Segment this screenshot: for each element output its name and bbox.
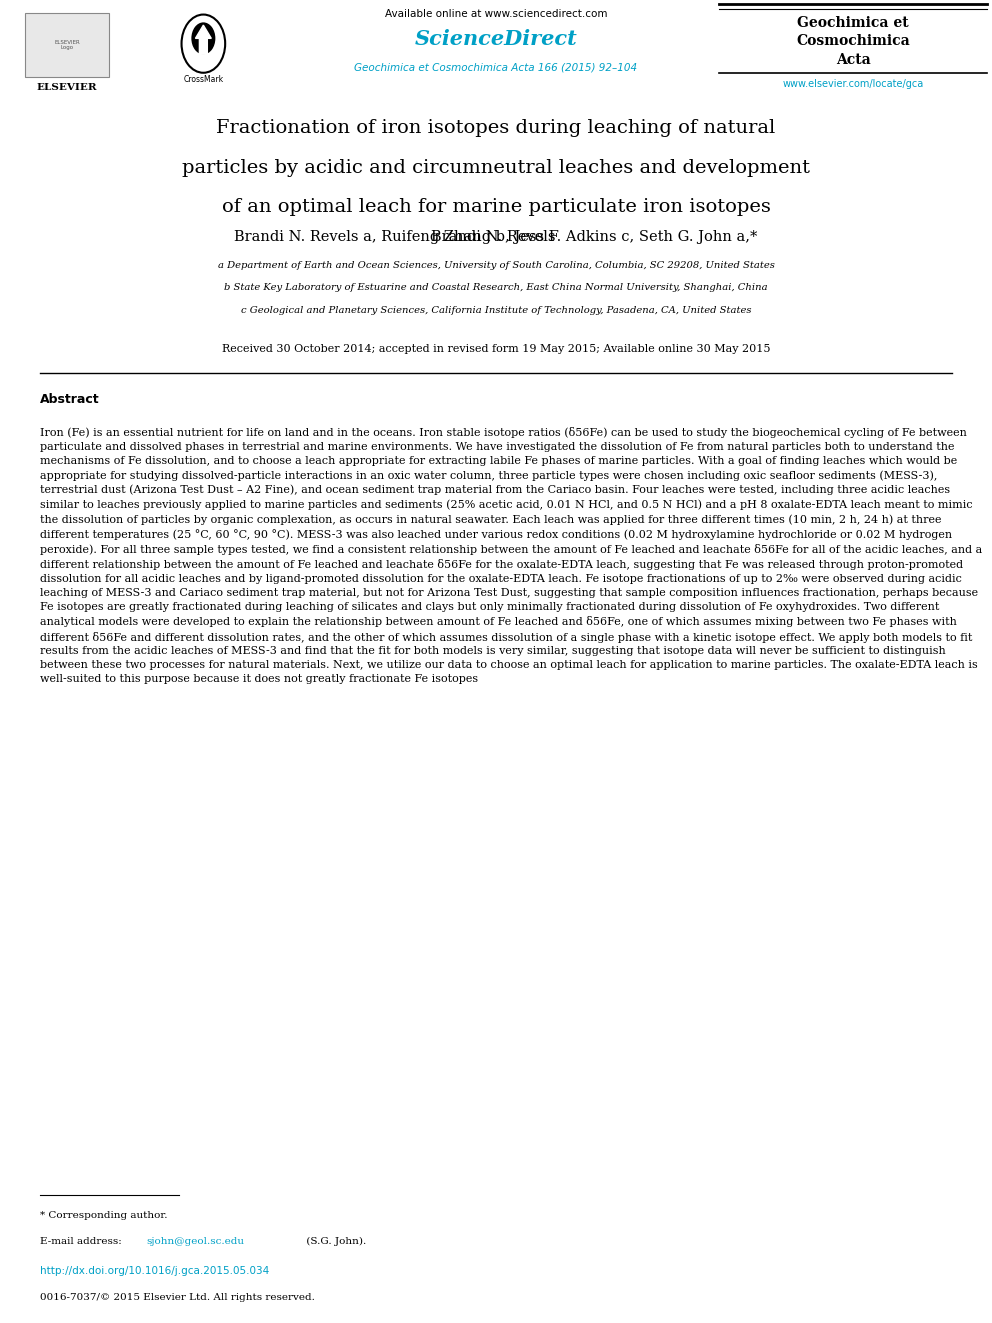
Text: Abstract: Abstract (40, 393, 99, 406)
Circle shape (191, 22, 215, 54)
Text: sjohn@geol.sc.edu: sjohn@geol.sc.edu (147, 1237, 245, 1246)
Text: ELSEVIER: ELSEVIER (37, 83, 97, 93)
Text: www.elsevier.com/locate/gca: www.elsevier.com/locate/gca (783, 79, 924, 90)
Text: a Department of Earth and Ocean Sciences, University of South Carolina, Columbia: a Department of Earth and Ocean Sciences… (217, 261, 775, 270)
Text: Brandi N. Revels a, Ruifeng Zhang b, Jess F. Adkins c, Seth G. John a,*: Brandi N. Revels a, Ruifeng Zhang b, Jes… (234, 230, 758, 245)
Text: b State Key Laboratory of Estuarine and Coastal Research, East China Normal Univ: b State Key Laboratory of Estuarine and … (224, 283, 768, 292)
Text: particles by acidic and circumneutral leaches and development: particles by acidic and circumneutral le… (182, 159, 810, 177)
Text: (S.G. John).: (S.G. John). (303, 1237, 366, 1246)
Text: Received 30 October 2014; accepted in revised form 19 May 2015; Available online: Received 30 October 2014; accepted in re… (222, 344, 770, 355)
FancyArrow shape (195, 25, 211, 54)
Text: of an optimal leach for marine particulate iron isotopes: of an optimal leach for marine particula… (221, 198, 771, 217)
Text: CrossMark: CrossMark (184, 75, 223, 85)
Circle shape (182, 15, 225, 73)
Text: Fractionation of iron isotopes during leaching of natural: Fractionation of iron isotopes during le… (216, 119, 776, 138)
Text: Available online at www.sciencedirect.com: Available online at www.sciencedirect.co… (385, 9, 607, 20)
Text: 0016-7037/© 2015 Elsevier Ltd. All rights reserved.: 0016-7037/© 2015 Elsevier Ltd. All right… (40, 1293, 314, 1302)
Bar (25, 13, 109, 77)
Text: Geochimica et Cosmochimica Acta 166 (2015) 92–104: Geochimica et Cosmochimica Acta 166 (201… (354, 62, 638, 73)
Text: Cosmochimica: Cosmochimica (797, 34, 910, 49)
Text: Acta: Acta (835, 53, 871, 67)
Text: Iron (Fe) is an essential nutrient for life on land and in the oceans. Iron stab: Iron (Fe) is an essential nutrient for l… (40, 427, 982, 684)
Text: c Geological and Planetary Sciences, California Institute of Technology, Pasaden: c Geological and Planetary Sciences, Cal… (241, 306, 751, 315)
Text: * Corresponding author.: * Corresponding author. (40, 1211, 168, 1220)
Text: ScienceDirect: ScienceDirect (415, 29, 577, 49)
Text: E-mail address:: E-mail address: (40, 1237, 125, 1246)
Text: ELSEVIER
Logo: ELSEVIER Logo (55, 40, 79, 50)
Text: http://dx.doi.org/10.1016/j.gca.2015.05.034: http://dx.doi.org/10.1016/j.gca.2015.05.… (40, 1266, 269, 1277)
Text: Brandi N. Revels: Brandi N. Revels (432, 230, 560, 245)
Text: Geochimica et: Geochimica et (798, 16, 909, 30)
